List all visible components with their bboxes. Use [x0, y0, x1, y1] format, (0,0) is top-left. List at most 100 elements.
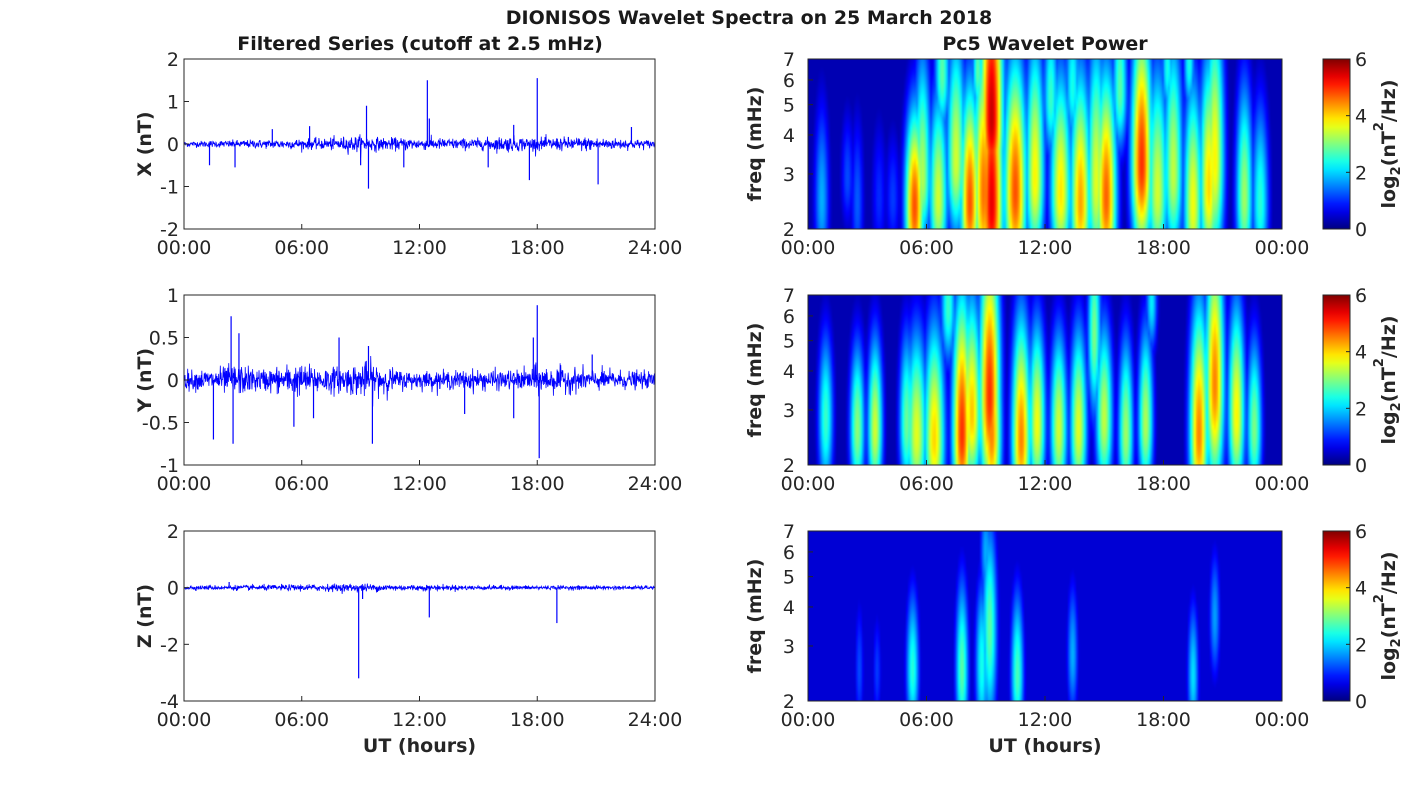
series-line — [183, 356, 656, 407]
wavelet-power-image — [808, 295, 1282, 465]
x-tick-label: 24:00 — [628, 473, 683, 495]
colorbar-tick-label: 4 — [1355, 106, 1367, 128]
x-tick-label: 06:00 — [274, 237, 329, 259]
y-tick-label: 2 — [783, 691, 795, 713]
x-tick-label: 06:00 — [274, 473, 329, 495]
y-tick-label: -4 — [160, 691, 179, 713]
x-tick-label: 00:00 — [1255, 237, 1310, 259]
timeseries-panel-y: 00:00 06:00 12:00 18:00 24:00 1 0.5 0 -0.5 -1 Y (n… — [134, 285, 682, 495]
colorbar-label: log2(nT2/Hz) — [1372, 79, 1404, 208]
y-axis-label: freq (mHz) — [744, 323, 766, 438]
y-axis-label: X (nT) — [134, 111, 156, 176]
colorbar-tick-label: 2 — [1355, 634, 1367, 656]
y-tick-label: 3 — [783, 636, 795, 658]
y-tick-label: 2 — [167, 49, 179, 71]
y-tick-label: 1 — [167, 92, 179, 114]
y-tick-label: 0 — [167, 134, 179, 156]
colorbar-tick-label: 2 — [1355, 398, 1367, 420]
colorbar-tick-label: 2 — [1355, 162, 1367, 184]
y-tick-label: -1 — [160, 455, 179, 477]
y-tick-label: -2 — [160, 219, 179, 241]
y-axis-label: Z (nT) — [134, 584, 156, 648]
colorbar-tick-label: 0 — [1355, 455, 1367, 477]
x-tick-label: 06:00 — [899, 473, 954, 495]
y-tick-label: 5 — [783, 95, 795, 117]
colorbar-label: log2(nT2/Hz) — [1372, 315, 1404, 444]
x-tick-label: 00:00 — [157, 473, 212, 495]
y-tick-label: 3 — [783, 164, 795, 186]
colorbar-tick-label: 0 — [1355, 219, 1367, 241]
y-tick-label: 0 — [167, 578, 179, 600]
wavelet-power-image — [808, 531, 1282, 701]
colorbar-label: log2(nT2/Hz) — [1372, 551, 1404, 680]
y-tick-label: 6 — [783, 70, 795, 92]
x-tick-label: 24:00 — [628, 237, 683, 259]
x-axis-label: UT (hours) — [988, 735, 1101, 757]
y-tick-label: 7 — [783, 49, 795, 71]
y-tick-label: 4 — [783, 361, 795, 383]
y-tick-label: 0.5 — [149, 328, 179, 350]
x-tick-label: 18:00 — [1136, 237, 1191, 259]
x-tick-label: 18:00 — [510, 237, 565, 259]
y-tick-label: 2 — [783, 455, 795, 477]
y-tick-label: 2 — [783, 219, 795, 241]
x-axis-label: UT (hours) — [363, 735, 476, 757]
x-tick-label: 18:00 — [1136, 709, 1191, 731]
colorbar-tick-label: 6 — [1355, 521, 1367, 543]
y-tick-label: 5 — [783, 567, 795, 589]
series-line — [183, 583, 656, 594]
x-tick-label: 00:00 — [157, 237, 212, 259]
x-tick-label: 06:00 — [899, 709, 954, 731]
timeseries-panel-z: 00:00 06:00 12:00 18:00 24:00 2 0 -2 -4 Z (nT) UT … — [134, 521, 682, 757]
x-tick-label: 00:00 — [1255, 709, 1310, 731]
figure-title: DIONISOS Wavelet Spectra on 25 March 201… — [506, 7, 993, 29]
x-tick-label: 12:00 — [1018, 237, 1073, 259]
y-tick-label: -2 — [160, 634, 179, 656]
colorbar-tick-label: 4 — [1355, 578, 1367, 600]
y-tick-label: 4 — [783, 597, 795, 619]
x-tick-label: 18:00 — [510, 473, 565, 495]
x-tick-label: 00:00 — [781, 709, 836, 731]
colorbar-tick-label: 0 — [1355, 691, 1367, 713]
series-line — [183, 134, 656, 159]
x-tick-label: 00:00 — [157, 709, 212, 731]
colorbar-gradient — [1322, 294, 1351, 466]
y-tick-label: 7 — [783, 521, 795, 543]
timeseries-panel-x: 00:00 06:00 12:00 18:00 24:00 2 1 0 -1 -2 X (nT) — [134, 49, 682, 259]
x-tick-label: 00:00 — [1255, 473, 1310, 495]
colorbar-tick-label: 6 — [1355, 49, 1367, 71]
x-tick-label: 12:00 — [392, 237, 447, 259]
y-tick-label: 1 — [167, 285, 179, 307]
x-tick-label: 12:00 — [392, 709, 447, 731]
plot-background — [184, 531, 655, 701]
y-tick-label: 7 — [783, 285, 795, 307]
colorbar-gradient — [1322, 58, 1351, 230]
x-tick-label: 06:00 — [899, 237, 954, 259]
right-column-title: Pc5 Wavelet Power — [942, 33, 1148, 55]
colorbar-gradient — [1322, 530, 1351, 702]
left-column-title: Filtered Series (cutoff at 2.5 mHz) — [237, 33, 603, 55]
colorbar-tick-label: 6 — [1355, 285, 1367, 307]
x-tick-label: 12:00 — [1018, 709, 1073, 731]
x-tick-label: 18:00 — [1136, 473, 1191, 495]
y-tick-label: -1 — [160, 177, 179, 199]
y-axis-label: Y (nT) — [134, 348, 156, 413]
x-tick-label: 12:00 — [1018, 473, 1073, 495]
y-axis-label: freq (mHz) — [744, 559, 766, 674]
y-tick-label: 6 — [783, 306, 795, 328]
y-tick-label: 0 — [167, 370, 179, 392]
x-tick-label: 00:00 — [781, 473, 836, 495]
y-tick-label: 6 — [783, 542, 795, 564]
y-tick-label: 4 — [783, 125, 795, 147]
x-tick-label: 00:00 — [781, 237, 836, 259]
x-tick-label: 12:00 — [392, 473, 447, 495]
colorbar-tick-label: 4 — [1355, 342, 1367, 364]
y-tick-label: 3 — [783, 400, 795, 422]
